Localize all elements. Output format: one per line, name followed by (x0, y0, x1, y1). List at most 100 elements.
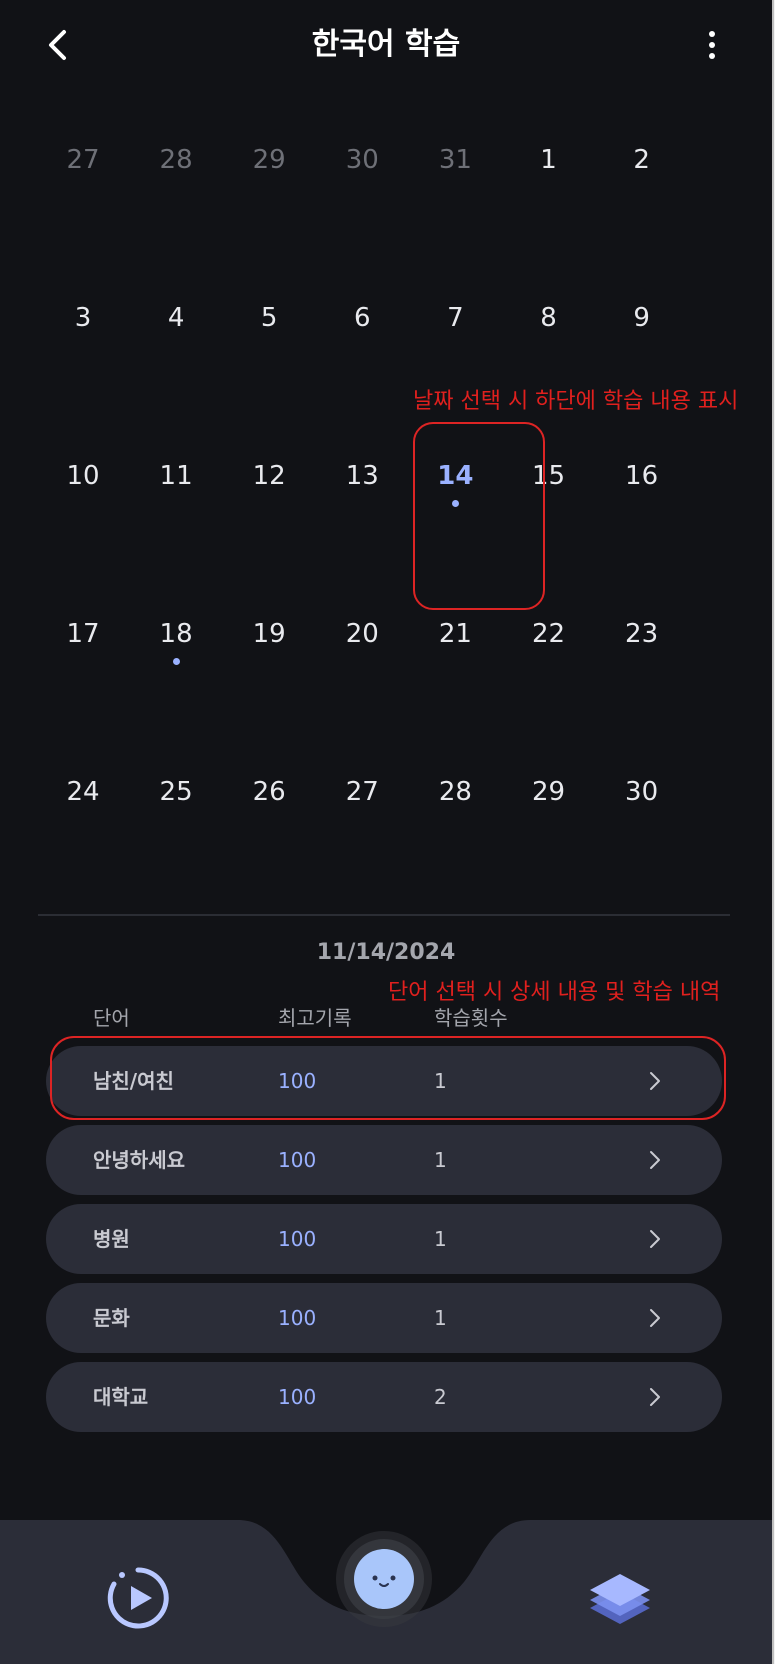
calendar-day-number: 25 (159, 777, 193, 807)
calendar-week: 3 4 5 6 7 8 9 (38, 258, 730, 416)
calendar-day-number: 30 (625, 777, 659, 807)
calendar-day[interactable]: 15 (500, 416, 598, 574)
annotation-date-note: 날짜 선택 시 하단에 학습 내용 표시 (413, 389, 739, 414)
character-button[interactable] (333, 1528, 435, 1630)
word-label: 대학교 (93, 1385, 149, 1409)
column-header-count: 학습횟수 (434, 1006, 508, 1030)
calendar-day[interactable]: 2 (593, 100, 691, 258)
layers-icon (590, 1574, 650, 1624)
calendar-day[interactable]: 28 (406, 732, 504, 890)
calendar-day-number: 27 (66, 145, 100, 175)
calendar-day[interactable]: 24 (34, 732, 132, 890)
word-label: 병원 (93, 1227, 130, 1251)
best-score: 100 (278, 1227, 317, 1251)
study-indicator-dot (451, 500, 459, 507)
selected-row-highlight (50, 1036, 726, 1120)
best-score: 100 (278, 1385, 317, 1409)
divider (38, 914, 730, 916)
calendar-day[interactable]: 29 (220, 100, 318, 258)
calendar-day-number: 10 (66, 461, 100, 491)
study-count: 1 (434, 1069, 447, 1093)
calendar-day[interactable]: 21 (406, 574, 504, 732)
calendar-day[interactable]: 16 (593, 416, 691, 574)
best-score: 100 (278, 1148, 317, 1172)
calendar-day-number: 16 (625, 461, 659, 491)
word-list: 남친/여친 100 1 안녕하세요 100 1 병원 100 1 문화 100 1 대학교 100 2 (46, 1046, 722, 1441)
chevron-left-icon (49, 30, 66, 60)
calendar-day[interactable]: 20 (313, 574, 411, 732)
word-row[interactable]: 병원 100 1 (46, 1204, 722, 1274)
word-label: 남친/여친 (93, 1069, 174, 1093)
word-label: 문화 (93, 1306, 130, 1330)
column-header-word: 단어 (93, 1006, 130, 1030)
calendar-day-number: 24 (66, 777, 100, 807)
calendar-day[interactable]: 10 (34, 416, 132, 574)
calendar-day-number: 22 (531, 619, 566, 649)
calendar-day-number: 30 (345, 145, 379, 175)
selected-date-label: 11/14/2024 (316, 940, 456, 965)
calendar-day-number: 17 (66, 619, 100, 649)
annotation-word-note: 단어 선택 시 상세 내용 및 학습 내역 (388, 980, 721, 1005)
calendar-day-number: 3 (74, 303, 92, 333)
calendar-day[interactable]: 9 (593, 258, 691, 416)
calendar-day[interactable]: 13 (313, 416, 411, 574)
calendar-day[interactable]: 27 (34, 100, 132, 258)
calendar-day[interactable]: 30 (313, 100, 411, 258)
calendar-day[interactable]: 29 (500, 732, 598, 890)
study-count: 2 (434, 1385, 447, 1409)
calendar-day[interactable]: 25 (127, 732, 225, 890)
calendar-day-number: 2 (633, 145, 650, 175)
word-row[interactable]: 대학교 100 2 (46, 1362, 722, 1432)
calendar-day[interactable]: 17 (34, 574, 132, 732)
calendar-day[interactable]: 31 (406, 100, 504, 258)
calendar-day[interactable]: 28 (127, 100, 225, 258)
calendar-day-number: 8 (540, 303, 557, 333)
calendar-day-number: 4 (167, 303, 185, 333)
calendar-day[interactable]: 1 (500, 100, 598, 258)
more-menu-button[interactable] (696, 24, 728, 66)
calendar-day[interactable]: 4 (127, 258, 225, 416)
history-button[interactable] (102, 1562, 174, 1634)
calendar-day-number: 5 (260, 303, 278, 333)
selected-date-highlight (413, 422, 545, 610)
more-vertical-icon (709, 31, 715, 59)
calendar-day[interactable]: 12 (220, 416, 318, 574)
calendar-week: 10 11 12 13 14 15 16 (38, 416, 730, 574)
calendar-week: 17 18 19 20 21 22 23 (38, 574, 730, 732)
calendar-day-number: 27 (345, 777, 379, 807)
calendar-day-number: 31 (438, 145, 472, 175)
calendar-day-number: 18 (159, 619, 193, 649)
word-row[interactable]: 남친/여친 100 1 (46, 1046, 722, 1116)
nav-background (0, 1520, 772, 1664)
calendar-day-number: 28 (438, 777, 472, 807)
calendar-day[interactable]: 26 (220, 732, 318, 890)
calendar-day-number: 26 (252, 777, 286, 807)
study-indicator-dot (172, 658, 180, 665)
calendar-day[interactable]: 7 (406, 258, 504, 416)
page-title: 한국어 학습 (311, 27, 461, 62)
calendar-day[interactable]: 19 (220, 574, 318, 732)
calendar-day[interactable]: 27 (313, 732, 411, 890)
calendar-week: 27 28 29 30 31 1 2 (38, 100, 730, 258)
word-row[interactable]: 문화 100 1 (46, 1283, 722, 1353)
chevron-right-icon (650, 1072, 660, 1090)
calendar-day-number: 29 (531, 777, 566, 807)
chevron-right-icon (650, 1230, 660, 1248)
calendar-day[interactable]: 23 (593, 574, 691, 732)
calendar-day-number: 7 (447, 303, 464, 333)
calendar-day[interactable]: 18 (127, 574, 225, 732)
calendar-day[interactable]: 11 (127, 416, 225, 574)
calendar-day-selected[interactable]: 14 (406, 416, 504, 574)
calendar-day[interactable]: 22 (500, 574, 598, 732)
layers-button[interactable] (582, 1562, 658, 1638)
word-row[interactable]: 안녕하세요 100 1 (46, 1125, 722, 1195)
calendar-day[interactable]: 30 (593, 732, 691, 890)
calendar-day[interactable]: 8 (500, 258, 598, 416)
back-button[interactable] (38, 24, 78, 66)
calendar-day[interactable]: 3 (34, 258, 132, 416)
calendar-day-number: 21 (438, 619, 472, 649)
calendar-day[interactable]: 5 (220, 258, 318, 416)
calendar-day-number: 20 (345, 619, 379, 649)
calendar-day[interactable]: 6 (313, 258, 411, 416)
